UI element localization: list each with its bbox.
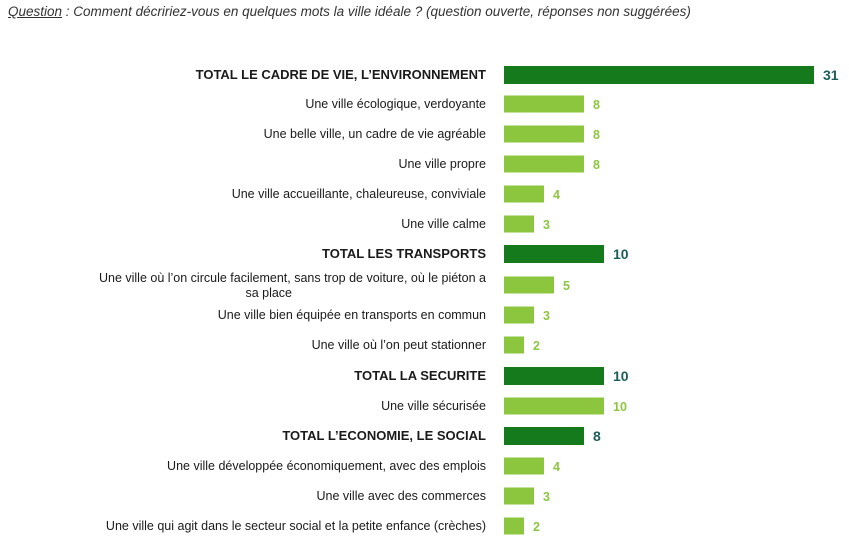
question-label: Question [8, 4, 63, 19]
bar-value-label: 4 [553, 188, 560, 202]
bar-value-label: 10 [613, 400, 627, 414]
category-label: Une ville où l’on circule facilement, sa… [99, 271, 486, 300]
item-bar [504, 306, 534, 324]
bar-value-label: 31 [823, 67, 839, 83]
total-category-label: TOTAL L’ECONOMIE, LE SOCIAL [282, 428, 486, 443]
bar-value-label: 2 [533, 339, 540, 353]
item-bar [504, 185, 544, 203]
bar-value-label: 8 [593, 128, 600, 142]
bar-value-label: 4 [553, 460, 560, 474]
bar-value-label: 8 [593, 428, 601, 444]
bar-value-label: 10 [613, 368, 629, 384]
category-label: Une ville sécurisée [381, 399, 486, 413]
category-label: Une belle ville, un cadre de vie agréabl… [264, 127, 486, 141]
bar-value-label: 3 [543, 490, 550, 504]
item-bar [504, 397, 604, 415]
item-bar [504, 95, 584, 113]
question-text: Question : Comment décririez-vous en que… [8, 4, 691, 19]
item-bar [504, 336, 524, 354]
category-label: Une ville développée économiquement, ave… [167, 459, 486, 473]
category-label: Une ville avec des commerces [316, 489, 486, 503]
bar-value-label: 8 [593, 158, 600, 172]
bar-value-label: 10 [613, 246, 629, 262]
category-label: Une ville accueillante, chaleureuse, con… [232, 187, 486, 201]
category-label: Une ville propre [398, 157, 486, 171]
total-category-label: TOTAL LES TRANSPORTS [322, 246, 486, 261]
category-label: Une ville écologique, verdoyante [305, 97, 486, 111]
item-bar [504, 457, 544, 475]
bar-value-label: 2 [533, 520, 540, 534]
question-body: : Comment décririez-vous en quelques mot… [62, 4, 691, 19]
total-category-label: TOTAL LE CADRE DE VIE, L’ENVIRONNEMENT [196, 67, 486, 82]
total-bar [504, 66, 814, 84]
bar-value-label: 8 [593, 98, 600, 112]
item-bar [504, 517, 524, 535]
bar-value-label: 5 [563, 279, 570, 293]
category-label: Une ville calme [401, 217, 486, 231]
item-bar [504, 276, 554, 294]
category-label: Une ville qui agit dans le secteur socia… [106, 519, 486, 533]
total-bar [504, 367, 604, 385]
item-bar [504, 487, 534, 505]
category-label: Une ville où l’on peut stationner [312, 338, 486, 352]
bar-value-label: 3 [543, 309, 550, 323]
category-label: Une ville bien équipée en transports en … [218, 308, 486, 322]
total-category-label: TOTAL LA SECURITE [354, 368, 486, 383]
total-bar [504, 427, 584, 445]
item-bar [504, 155, 584, 173]
item-bar [504, 125, 584, 143]
item-bar [504, 215, 534, 233]
bar-value-label: 3 [543, 218, 550, 232]
total-bar [504, 245, 604, 263]
